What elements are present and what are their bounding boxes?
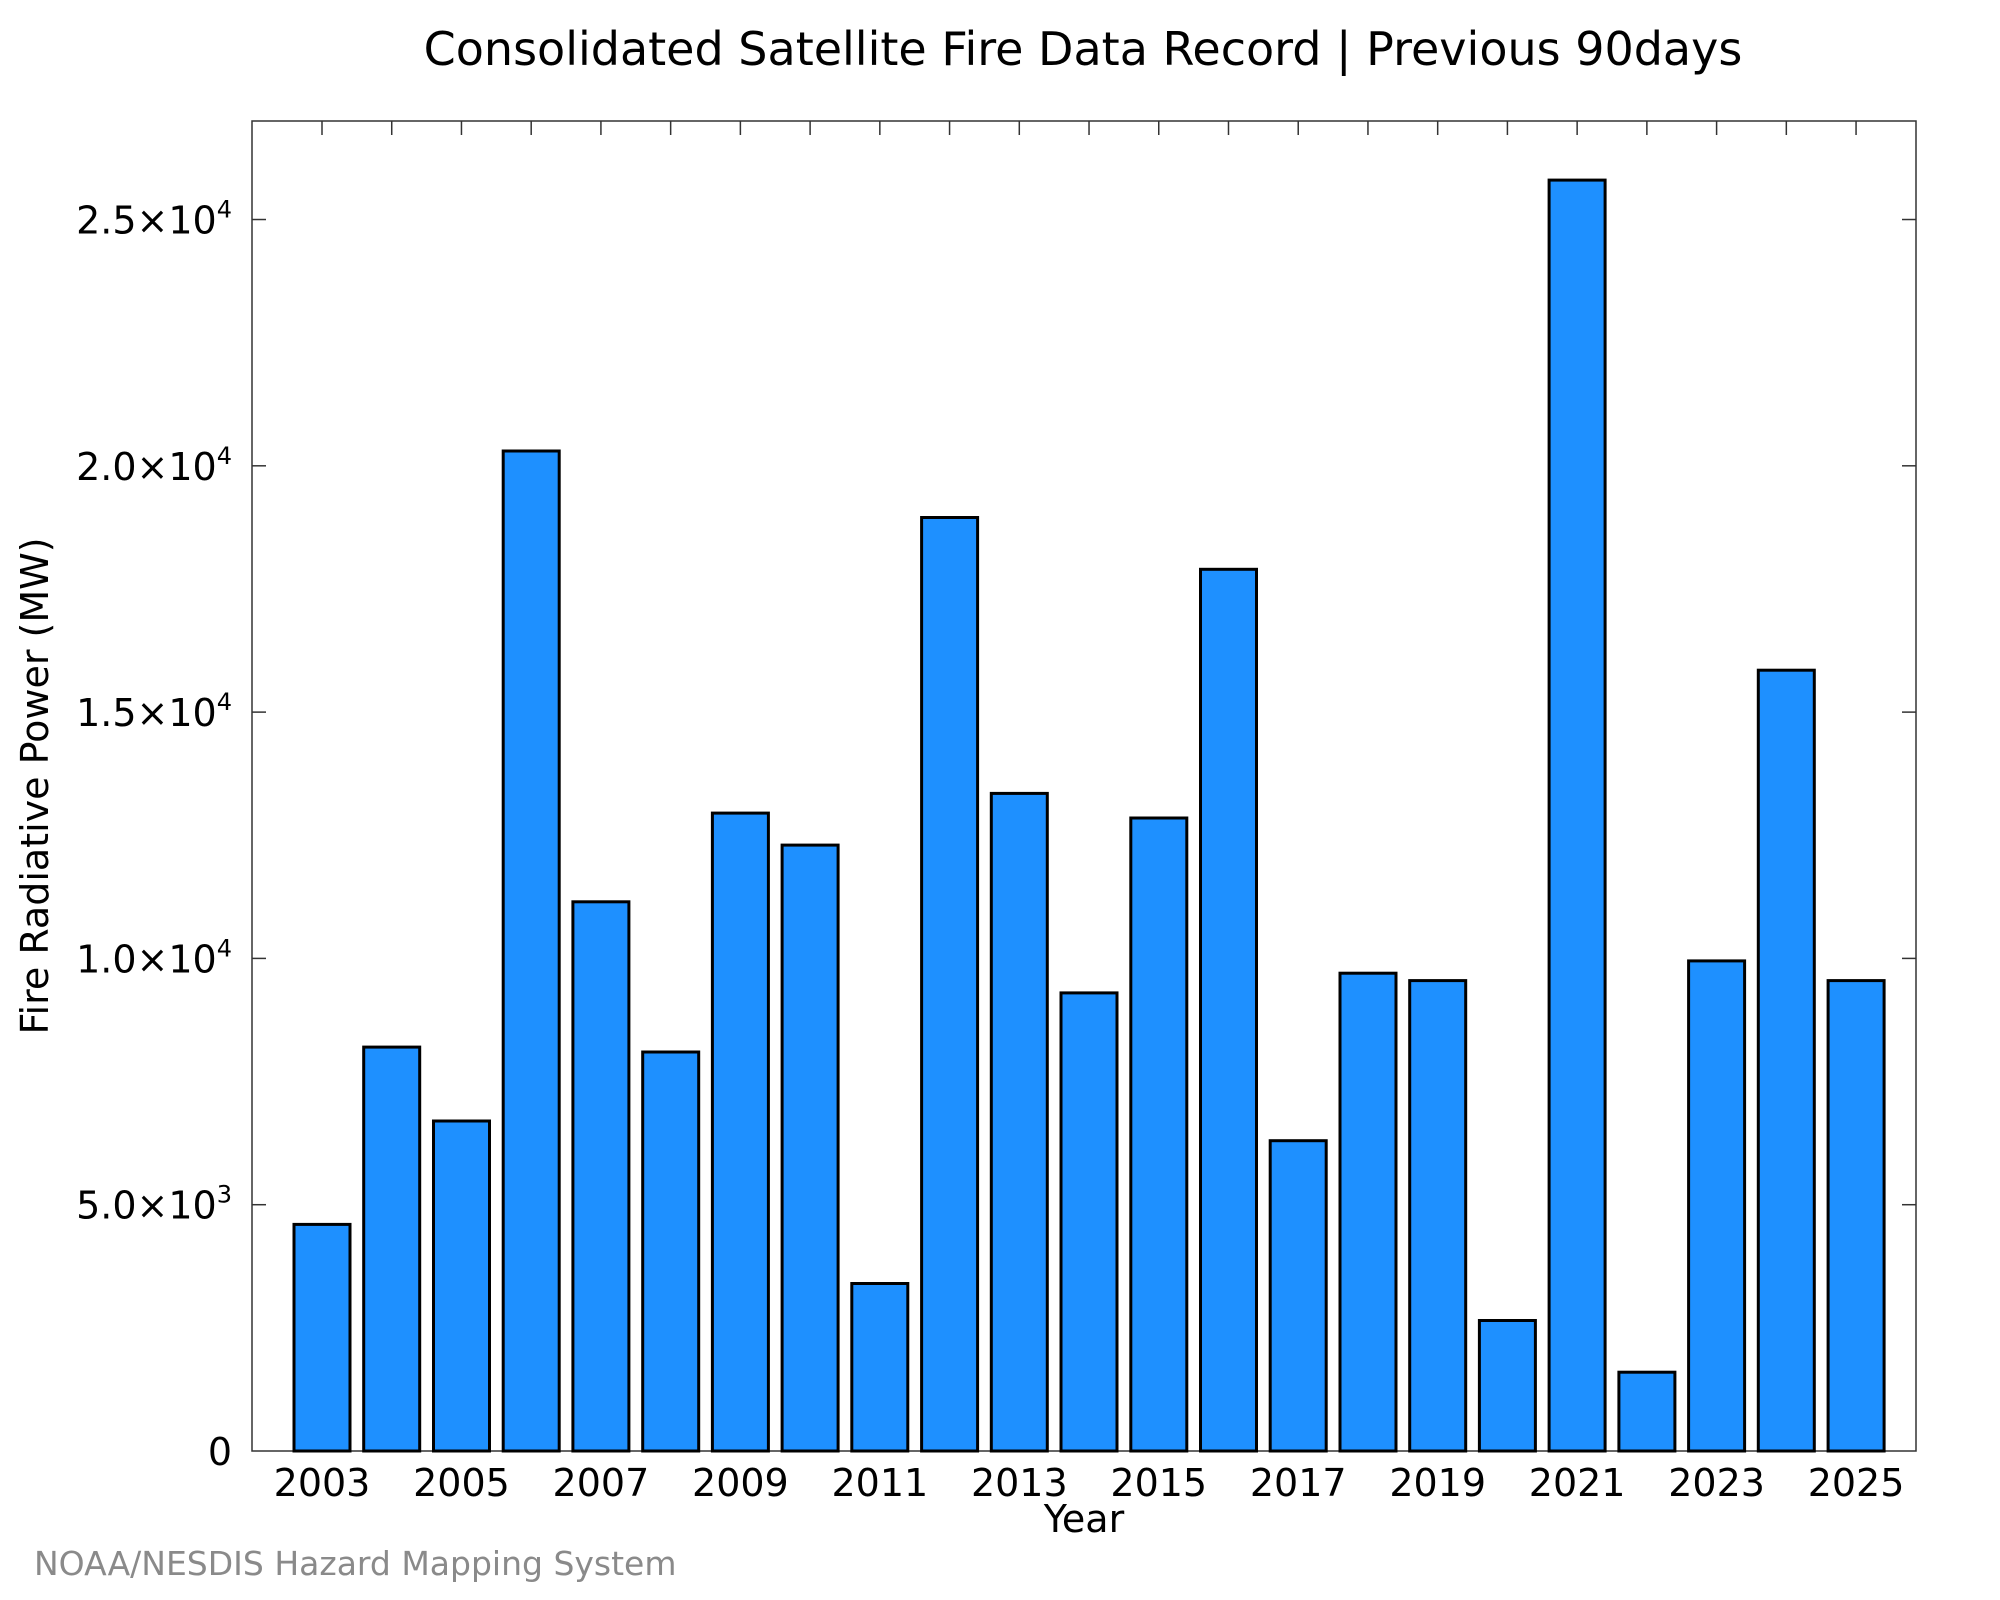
y-tick-label-10000: 1.0×104: [76, 934, 232, 981]
y-tick-label-5000: 5.0×103: [76, 1181, 232, 1228]
bar-2016: [1199, 567, 1258, 1453]
bar-2003: [292, 1222, 352, 1453]
x-tick-label-2003: 2003: [274, 1461, 371, 1505]
bar-2014: [1059, 991, 1119, 1453]
y-tick-label-0: 0: [208, 1430, 232, 1474]
y-tick-label-20000: 2.0×104: [76, 442, 232, 489]
bar-2021: [1547, 178, 1607, 1453]
bar-2007: [571, 900, 631, 1453]
x-tick-label-2005: 2005: [413, 1461, 510, 1505]
y-tick-label-25000: 2.5×104: [76, 196, 232, 243]
x-axis-label: Year: [1043, 1497, 1125, 1541]
bar-2004: [362, 1045, 422, 1453]
bar-series: [292, 178, 1886, 1453]
x-tick-label-2019: 2019: [1389, 1461, 1486, 1505]
bar-2015: [1129, 816, 1189, 1453]
x-tick-label-2013: 2013: [971, 1461, 1068, 1505]
bar-2012: [920, 516, 980, 1453]
bar-2019: [1408, 979, 1468, 1453]
x-tick-label-2017: 2017: [1250, 1461, 1347, 1505]
x-tick-label-2023: 2023: [1668, 1461, 1765, 1505]
x-axis-ticks: 2003 2005 2007 2009 2011 2013 2015 2017 2019 2021…: [274, 121, 1905, 1505]
chart-title: Consolidated Satellite Fire Data Record …: [424, 22, 1743, 77]
x-tick-label-2015: 2015: [1110, 1461, 1207, 1505]
bar-2010: [780, 843, 840, 1453]
x-tick-label-2009: 2009: [692, 1461, 789, 1505]
bar-2005: [432, 1119, 491, 1453]
bar-2011: [850, 1282, 910, 1453]
bar-2008: [641, 1050, 701, 1453]
bar-2025: [1826, 979, 1886, 1453]
bar-2020: [1477, 1319, 1537, 1453]
x-tick-label-2021: 2021: [1529, 1461, 1626, 1505]
y-axis-ticks: 0 5.0×103 1.0×104 1.5×104 2.0×104 2.5×104: [76, 196, 1916, 1474]
x-tick-label-2011: 2011: [831, 1461, 928, 1505]
source-credit: NOAA/NESDIS Hazard Mapping System: [34, 1544, 677, 1583]
x-tick-label-2007: 2007: [553, 1461, 650, 1505]
bar-2024: [1756, 668, 1816, 1453]
bar-2009: [710, 811, 770, 1453]
bar-2013: [989, 791, 1049, 1453]
bar-2023: [1687, 959, 1747, 1453]
x-tick-label-2025: 2025: [1808, 1461, 1905, 1505]
bar-2018: [1338, 971, 1398, 1453]
y-tick-label-15000: 1.5×104: [76, 688, 232, 735]
bar-2017: [1268, 1139, 1328, 1453]
y-axis-label: Fire Radiative Power (MW): [13, 537, 57, 1034]
bar-2022: [1617, 1370, 1677, 1453]
bar-2006: [501, 449, 561, 1453]
